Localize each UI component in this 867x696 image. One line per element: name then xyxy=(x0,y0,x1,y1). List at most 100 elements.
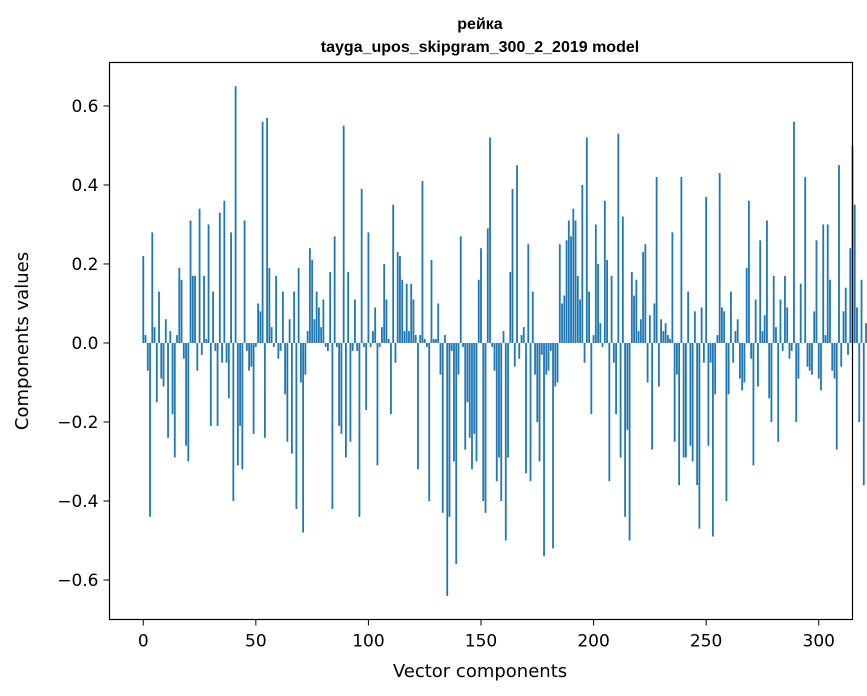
bar xyxy=(266,117,269,343)
bar xyxy=(648,315,651,343)
bar xyxy=(743,342,746,383)
x-tick-label: 50 xyxy=(245,632,267,652)
bar xyxy=(209,342,212,426)
bar xyxy=(504,342,507,541)
bar xyxy=(441,342,444,513)
bar xyxy=(797,342,800,379)
bar xyxy=(275,275,278,343)
bar xyxy=(721,307,723,343)
bar xyxy=(320,327,323,343)
bar xyxy=(588,291,590,343)
bar xyxy=(189,220,192,343)
bar xyxy=(187,342,190,462)
bar xyxy=(203,275,205,343)
bar xyxy=(313,319,316,343)
bar xyxy=(630,271,633,343)
bar xyxy=(558,244,561,343)
bar xyxy=(385,299,388,343)
bar xyxy=(254,342,257,347)
bar xyxy=(610,275,613,343)
bar xyxy=(439,342,442,375)
bar xyxy=(216,342,219,426)
bar xyxy=(725,342,728,501)
bar xyxy=(570,236,572,343)
bar xyxy=(754,299,757,343)
bar xyxy=(734,331,737,343)
bar xyxy=(414,335,417,343)
bar xyxy=(660,319,663,343)
bar xyxy=(412,299,415,343)
bar xyxy=(272,342,275,347)
bar xyxy=(365,342,368,411)
bar xyxy=(549,342,552,351)
bar xyxy=(585,137,588,343)
bar xyxy=(399,256,401,343)
bar xyxy=(315,291,318,343)
bar xyxy=(811,342,813,375)
bar xyxy=(574,220,577,343)
x-tick-label: 200 xyxy=(577,632,609,652)
bar xyxy=(628,342,631,541)
bar xyxy=(795,342,798,422)
bar xyxy=(563,295,566,343)
bar xyxy=(426,342,428,347)
x-axis-label: Vector components xyxy=(393,661,567,682)
bar xyxy=(491,342,494,347)
bar xyxy=(723,311,726,343)
bar xyxy=(621,216,624,343)
bar xyxy=(777,342,780,442)
bar xyxy=(284,342,287,395)
bar xyxy=(579,299,581,343)
bar xyxy=(423,339,426,343)
bar xyxy=(158,291,160,343)
bar xyxy=(230,232,232,343)
bar xyxy=(367,232,370,343)
bar xyxy=(675,342,678,375)
bar xyxy=(419,335,422,343)
bar xyxy=(480,248,482,343)
bar xyxy=(732,342,735,363)
bar xyxy=(608,342,611,482)
bar xyxy=(455,342,458,565)
bar xyxy=(297,267,300,343)
bar xyxy=(180,279,183,343)
bar xyxy=(437,303,440,343)
bar xyxy=(331,342,334,509)
bar xyxy=(666,335,669,343)
bar xyxy=(378,342,381,347)
bar xyxy=(173,342,176,458)
bar xyxy=(680,177,683,343)
bar xyxy=(750,342,753,359)
bar xyxy=(781,342,784,351)
bar xyxy=(304,342,307,375)
bar xyxy=(358,342,361,517)
bar xyxy=(457,342,460,375)
bar xyxy=(730,291,732,343)
bar xyxy=(669,339,672,343)
bar xyxy=(703,342,705,363)
x-tick-label: 150 xyxy=(465,632,497,652)
y-tick-label: 0.6 xyxy=(71,97,98,117)
bar xyxy=(376,342,379,466)
bar xyxy=(820,342,822,391)
bar xyxy=(826,224,829,343)
bar xyxy=(788,342,791,359)
bar xyxy=(739,342,741,379)
bar xyxy=(833,342,836,379)
bar xyxy=(468,342,471,438)
bar xyxy=(556,342,559,383)
bar xyxy=(160,342,163,379)
bar xyxy=(865,323,867,343)
bar xyxy=(691,342,694,462)
bar xyxy=(477,279,480,343)
bar xyxy=(507,342,509,458)
bar xyxy=(862,342,865,486)
chart-subtitle: tayga_upos_skipgram_300_2_2019 model xyxy=(321,39,639,56)
bar xyxy=(829,279,831,343)
bar xyxy=(520,335,523,343)
bar xyxy=(369,342,372,347)
bar xyxy=(847,342,849,355)
bar xyxy=(502,331,505,343)
bar xyxy=(342,125,345,343)
bar xyxy=(664,323,667,343)
